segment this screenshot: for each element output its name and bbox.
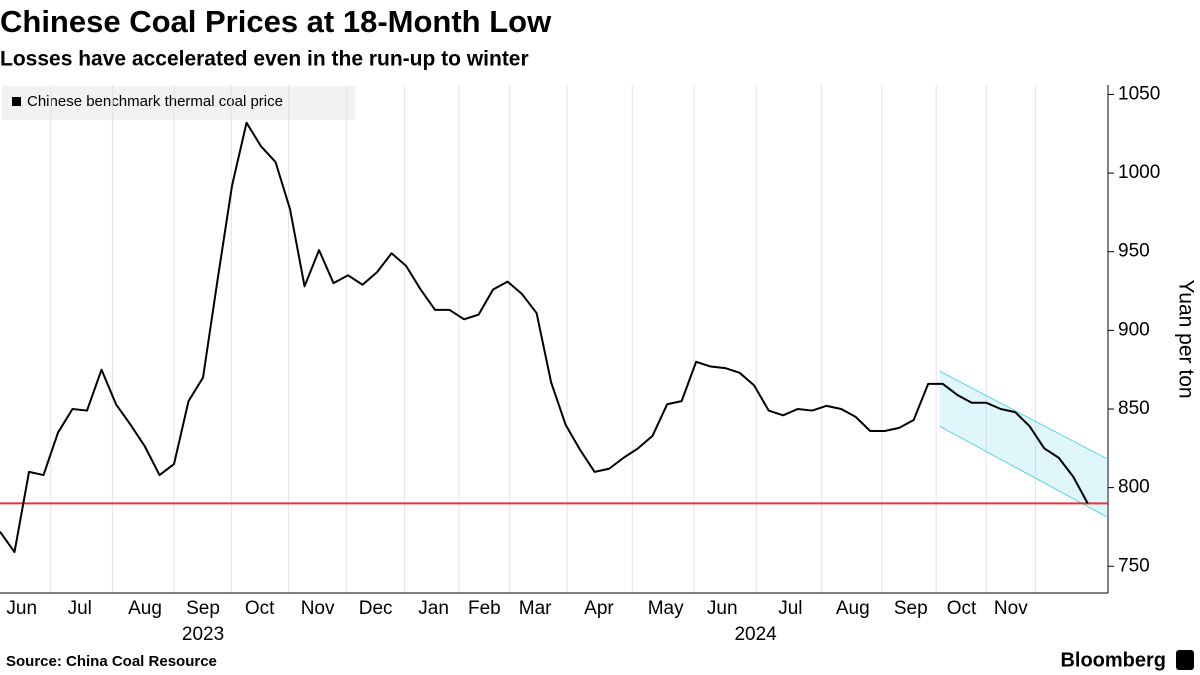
chart-subtitle: Losses have accelerated even in the run-…	[0, 48, 529, 71]
y-tick-label: 800	[1118, 477, 1150, 498]
y-tick-label: 1050	[1118, 83, 1160, 104]
x-tick-label: Sep	[894, 598, 928, 619]
brand: Bloomberg	[1060, 649, 1166, 671]
x-tick-label: Nov	[994, 598, 1028, 619]
x-tick-label: Aug	[128, 598, 162, 619]
legend-swatch	[12, 97, 21, 106]
x-tick-label: Aug	[836, 598, 870, 619]
x-tick-label: Mar	[519, 598, 552, 619]
x-tick-label: Jun	[707, 598, 738, 619]
channel-lower	[939, 425, 1109, 518]
x-tick-label: Jun	[6, 598, 37, 619]
y-tick-label: 750	[1118, 555, 1150, 576]
x-tick-label: Apr	[584, 598, 614, 619]
x-tick-label: Sep	[186, 598, 220, 619]
x-tick-label: Oct	[947, 598, 977, 619]
x-tick-label: Feb	[468, 598, 501, 619]
x-tick-label: Oct	[245, 598, 275, 619]
legend-label: Chinese benchmark thermal coal price	[27, 93, 283, 110]
chart-title: Chinese Coal Prices at 18-Month Low	[0, 4, 552, 39]
x-tick-label: Dec	[359, 598, 393, 619]
x-tick-label: Jan	[418, 598, 449, 619]
y-tick-label: 950	[1118, 241, 1150, 262]
brand-icon	[1176, 650, 1194, 670]
data-line	[0, 121, 1089, 554]
x-group-label: 2024	[734, 624, 777, 645]
y-tick-label: 1000	[1118, 162, 1160, 183]
x-tick-label: Nov	[301, 598, 335, 619]
x-tick-label: Jul	[778, 598, 802, 619]
channel-area	[939, 371, 1108, 518]
y-tick-label: 850	[1118, 398, 1150, 419]
x-group-label: 2023	[182, 624, 224, 645]
x-tick-label: May	[648, 598, 684, 619]
y-tick-label: 900	[1118, 319, 1150, 340]
channel-upper	[939, 370, 1109, 460]
source: Source: China Coal Resource	[6, 653, 217, 670]
legend-box	[2, 86, 355, 120]
x-tick-label: Jul	[68, 598, 92, 619]
y-axis-label: Yuan per ton	[1174, 279, 1197, 398]
